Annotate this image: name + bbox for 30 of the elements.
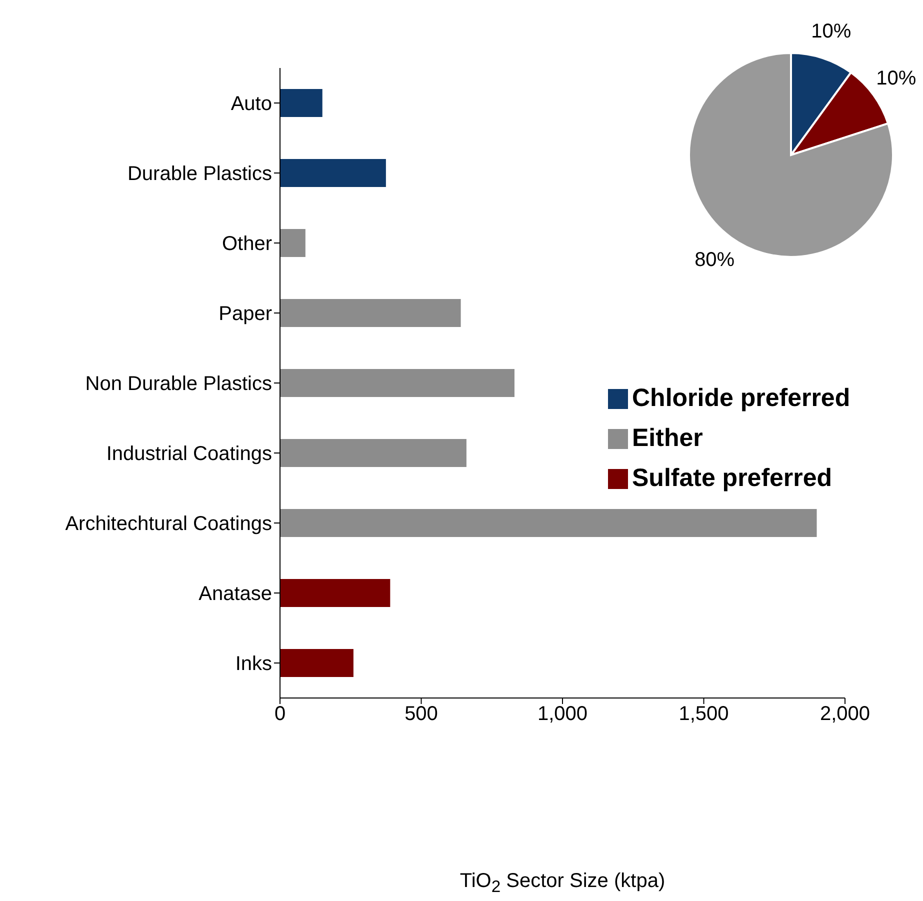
x-tick-label: 1,500 — [678, 703, 729, 726]
y-tick-label: Non Durable Plastics — [85, 373, 272, 396]
data-label: 10% — [876, 68, 916, 90]
x-axis-title: TiO$_{2}$ Sector Size (ktpa) — [458, 870, 666, 897]
bar — [280, 509, 817, 537]
bar — [280, 439, 466, 467]
x-tick-label: 2,000 — [820, 703, 870, 726]
data-label: 80% — [694, 249, 735, 272]
bar — [280, 369, 514, 397]
legend-label: Either — [632, 424, 703, 452]
y-tick-label: Auto — [230, 93, 272, 116]
data-label: 10% — [811, 20, 852, 42]
y-tick-label: Inks — [235, 653, 272, 676]
legend-label: Sulfate preferred — [632, 464, 832, 492]
x-tick-label: 0 — [274, 703, 286, 726]
bar — [280, 229, 306, 257]
bar — [280, 89, 322, 117]
y-tick-label: Paper — [218, 303, 272, 326]
y-tick-label: Anatase — [198, 583, 272, 606]
x-tick-label: 1,000 — [537, 703, 588, 726]
bar — [280, 649, 354, 677]
legend-label: Chloride preferred — [632, 384, 850, 412]
bar — [280, 159, 386, 187]
bar — [280, 299, 461, 327]
y-tick-label: Other — [222, 233, 272, 256]
y-tick-label: Industrial Coatings — [106, 443, 272, 466]
bar — [280, 579, 390, 607]
y-tick-label: Architechtural Coatings — [65, 513, 272, 536]
x-tick-label: 500 — [404, 703, 438, 726]
y-tick-label: Durable Plastics — [127, 163, 272, 186]
